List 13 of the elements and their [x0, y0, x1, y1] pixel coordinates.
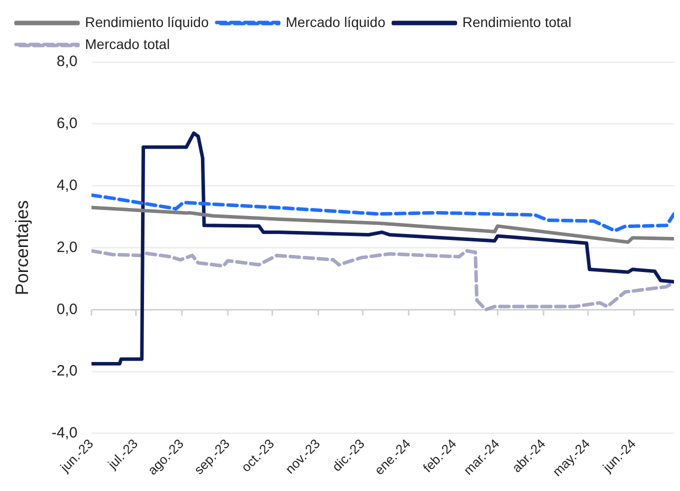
- legend-label: Rendimiento líquido: [85, 14, 209, 30]
- y-tick-label: 0,0: [56, 300, 78, 318]
- y-tick-label: 8,0: [56, 53, 78, 70]
- y-tick-label: 2,0: [56, 238, 78, 256]
- y-axis-title: Porcentajes: [12, 200, 32, 296]
- legend-label: Mercado líquido: [286, 14, 386, 30]
- y-tick-label: -4,0: [52, 424, 78, 442]
- y-tick-label: 6,0: [56, 115, 78, 132]
- legend-label: Rendimiento total: [462, 14, 572, 30]
- line-series: [91, 193, 674, 232]
- y-tick-label: 4,0: [56, 176, 78, 194]
- legend-label: Mercado total: [85, 36, 170, 52]
- y-tick-label: -2,0: [52, 362, 78, 380]
